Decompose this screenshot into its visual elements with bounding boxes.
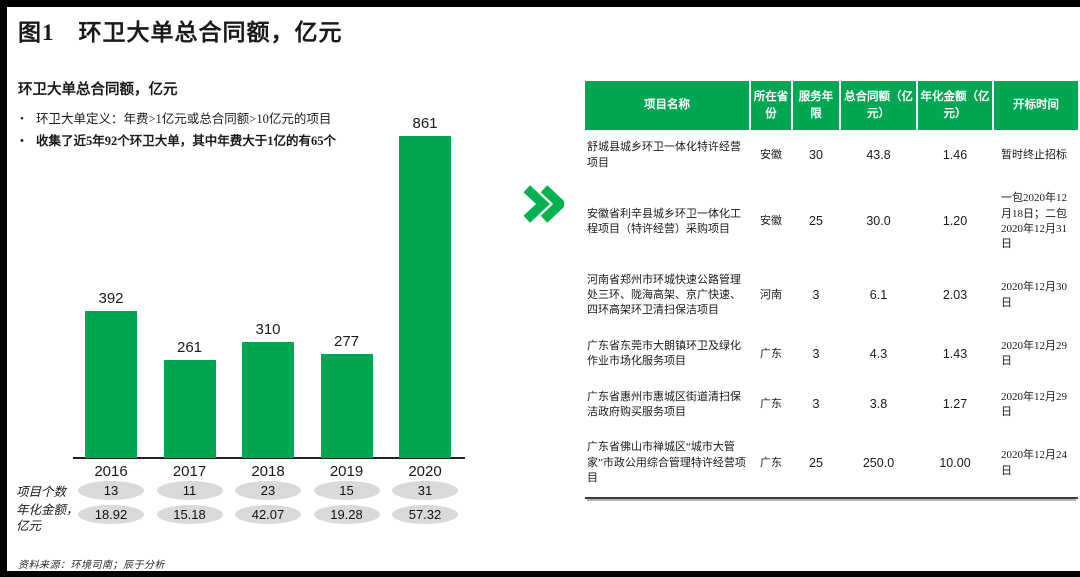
cell-annual: 1.43	[942, 346, 968, 361]
bullet-text: 收集了近5年92个环卫大单，其中年费大于1亿的有65个	[36, 134, 337, 148]
cell-province: 安徽	[760, 149, 782, 162]
chart-subtitle: 环卫大单总合同额，亿元	[18, 82, 178, 98]
cell-annual: 1.20	[942, 214, 968, 229]
bar-value-2019: 277	[333, 333, 360, 350]
annualized-amount-badge-2017: 15.18	[156, 505, 223, 524]
table-header-cell-2: 所在省份	[749, 81, 792, 131]
cell-years: 25	[809, 214, 823, 229]
table-header-row: 项目名称 所在省份 服务年限 总合同额（亿元） 年化金额（亿元） 开标时间	[585, 81, 1078, 131]
bar-2016	[85, 311, 137, 458]
cell-annual: 2.03	[942, 288, 968, 303]
table-row-4: 广东省东莞市大朗镇环卫及绿化作业市场化服务项目 广东 3 4.3 1.43 2020年12…	[585, 329, 1078, 380]
page-border-left	[0, 0, 7, 577]
cell-date: 2020年12月24日	[1001, 449, 1067, 477]
cell-years: 30	[809, 147, 823, 162]
page-border-top	[0, 0, 1080, 7]
project-count-badge-2016: 13	[78, 481, 144, 500]
x-tick-2016: 2016	[94, 463, 128, 480]
cell-name: 安徽省利辛县城乡环卫一体化工程项目（特许经营）采购项目	[587, 207, 741, 235]
cell-total: 30.0	[866, 214, 891, 229]
annualized-amount-badge-2019: 19.28	[313, 505, 380, 524]
cell-annual: 10.00	[939, 455, 971, 470]
table-header-cell-5: 年化金额（亿元）	[916, 81, 993, 131]
bar-2019	[320, 354, 373, 458]
cell-total: 4.3	[869, 346, 888, 361]
cell-total: 6.1	[869, 288, 888, 303]
table-row-5: 广东省惠州市惠城区街道清扫保洁政府购买服务项目 广东 3 3.8 1.27 2020年12…	[585, 380, 1078, 431]
x-tick-2019: 2019	[329, 463, 364, 480]
cell-date: 2020年12月29日	[1001, 390, 1067, 419]
x-tick-2017: 2017	[172, 463, 207, 480]
page-border-bottom	[0, 571, 1080, 577]
double-chevron-right-icon	[522, 184, 568, 229]
cell-name: 广东省佛山市禅城区“城市大管家”市政公用综合管理特许经营项目	[587, 441, 746, 485]
cell-province: 广东	[760, 398, 782, 411]
annualized-amount-badge-2020: 57.32	[392, 505, 458, 524]
cell-name: 舒城县城乡环卫一体化特许经营项目	[587, 141, 741, 169]
cell-name: 广东省东莞市大朗镇环卫及绿化作业市场化服务项目	[587, 339, 741, 368]
cell-province: 河南	[760, 289, 782, 302]
cell-name: 广东省惠州市惠城区街道清扫保洁政府购买服务项目	[587, 390, 741, 419]
bar-2018	[242, 342, 294, 458]
page-title: 图1 环卫大单总合同额，亿元	[18, 20, 343, 45]
bar-value-2020: 861	[412, 115, 438, 132]
cell-years: 3	[812, 288, 820, 303]
table-row-6: 广东省佛山市禅城区“城市大管家”市政公用综合管理特许经营项目 广东 25 250.0 1…	[585, 430, 1078, 497]
bullet-dot: •	[20, 113, 24, 125]
bullet-item-1: • 环卫大单定义：年费>1亿元或总合同额>10亿元的项目	[20, 108, 520, 130]
table-row-1: 舒城县城乡环卫一体化特许经营项目 安徽 30 43.8 1.46 暂时终止招标	[585, 130, 1078, 181]
annualized-amount-label: 年化金额，亿元	[16, 503, 79, 533]
table-row-2: 安徽省利辛县城乡环卫一体化工程项目（特许经营）采购项目 安徽 25 30.0 1.20 一…	[585, 181, 1078, 263]
bar-value-2017: 261	[176, 339, 203, 356]
cell-years: 25	[809, 455, 823, 470]
project-count-badge-2020: 31	[392, 481, 458, 500]
cell-province: 广东	[760, 456, 782, 469]
bar-2020	[399, 136, 451, 458]
cell-annual: 1.27	[942, 397, 968, 412]
project-count-badge-2018: 23	[235, 481, 301, 500]
cell-date: 2020年12月29日	[1001, 339, 1067, 368]
bullet-dot: •	[20, 135, 24, 147]
bar-value-2016: 392	[98, 290, 124, 307]
cell-total: 250.0	[862, 455, 895, 470]
cell-date: 2020年12月30日	[1001, 281, 1067, 309]
x-axis-line	[73, 457, 465, 459]
bullet-item-2: • 收集了近5年92个环卫大单，其中年费大于1亿的有65个	[20, 130, 520, 152]
bar-value-2018: 310	[255, 321, 281, 338]
bullet-list: • 环卫大单定义：年费>1亿元或总合同额>10亿元的项目 • 收集了近5年92个环卫大…	[20, 108, 520, 152]
annualized-amount-badge-2018: 42.07	[235, 505, 301, 524]
cell-name: 河南省郑州市环城快速公路管理处三环、陇海高架、京广快速、四环高架环卫清扫保洁项目	[587, 273, 741, 317]
x-tick-2020: 2020	[408, 463, 442, 480]
cell-annual: 1.46	[942, 147, 968, 162]
x-tick-2018: 2018	[251, 463, 285, 480]
cell-date: 一包2020年12月18日；二包2020年12月31日	[1001, 192, 1067, 251]
project-count-badge-2017: 11	[156, 481, 223, 500]
projects-table: 项目名称 所在省份 服务年限 总合同额（亿元） 年化金额（亿元） 开标时间 舒城县城乡环卫…	[585, 81, 1078, 499]
cell-province: 广东	[760, 347, 782, 360]
project-count-label: 项目个数	[16, 485, 67, 499]
annualized-amount-badge-2016: 18.92	[78, 505, 144, 524]
table-row-3: 河南省郑州市环城快速公路管理处三环、陇海高架、京广快速、四环高架环卫清扫保洁项目…	[585, 263, 1078, 329]
bullet-text: 环卫大单定义：年费>1亿元或总合同额>10亿元的项目	[36, 112, 332, 126]
table-header-cell-1: 项目名称	[585, 81, 750, 131]
cell-years: 3	[812, 346, 820, 361]
table-header-cell-6: 开标时间	[992, 81, 1078, 131]
cell-date: 暂时终止招标	[1001, 149, 1067, 162]
cell-province: 安徽	[760, 215, 782, 228]
table-header-cell-4: 总合同额（亿元）	[839, 81, 917, 131]
cell-total: 3.8	[869, 397, 888, 412]
project-count-badge-2019: 15	[313, 481, 380, 500]
source-note: 资料来源：环境司南；辰于分析	[18, 560, 165, 571]
cell-total: 43.8	[866, 147, 891, 162]
bar-2017	[163, 360, 216, 458]
cell-years: 3	[812, 397, 820, 412]
table-header-cell-3: 服务年限	[791, 81, 840, 131]
